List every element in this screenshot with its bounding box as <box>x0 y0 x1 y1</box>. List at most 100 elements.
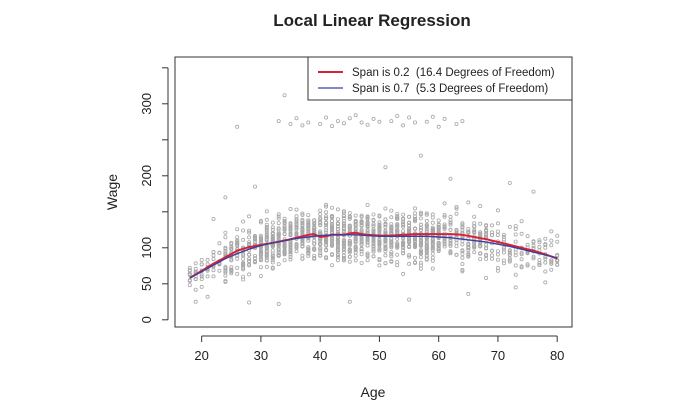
scatter-point <box>347 214 352 219</box>
scatter-point <box>335 249 340 254</box>
scatter-point <box>247 228 252 233</box>
scatter-point <box>335 207 340 212</box>
scatter-point <box>377 248 382 253</box>
scatter-point <box>282 249 287 254</box>
scatter-point <box>424 119 429 124</box>
scatter-point <box>264 264 269 269</box>
scatter-point <box>436 218 441 223</box>
scatter-point <box>264 217 269 222</box>
scatter-point <box>549 258 554 263</box>
scatter-point <box>270 227 275 232</box>
scatter-point <box>395 216 400 221</box>
scatter-point <box>229 268 234 273</box>
scatter-point <box>282 248 287 253</box>
scatter-point <box>537 257 542 262</box>
scatter-point <box>389 259 394 264</box>
scatter-point <box>430 114 435 119</box>
scatter-point <box>282 244 287 249</box>
scatter-point <box>300 220 305 225</box>
scatter-point <box>418 255 423 260</box>
scatter-point <box>371 229 376 234</box>
scatter-point <box>329 229 334 234</box>
scatter-point <box>418 239 423 244</box>
scatter-point <box>513 239 518 244</box>
scatter-point <box>282 219 287 224</box>
scatter-point <box>401 224 406 229</box>
scatter-point <box>537 261 542 266</box>
scatter-point <box>418 222 423 227</box>
scatter-point <box>223 195 228 200</box>
scatter-point <box>412 255 417 260</box>
scatter-point <box>460 227 465 232</box>
scatter-point <box>217 262 222 267</box>
y-tick-label: 50 <box>139 277 154 291</box>
scatter-point <box>395 236 400 241</box>
x-tick-label: 20 <box>194 348 208 363</box>
scatter-point <box>329 205 334 210</box>
scatter-point <box>377 225 382 230</box>
scatter-point <box>412 206 417 211</box>
scatter-point <box>436 243 441 248</box>
scatter-point <box>329 124 334 129</box>
scatter-point <box>270 225 275 230</box>
scatter-point <box>306 213 311 218</box>
scatter-point <box>288 241 293 246</box>
scatter-point <box>270 255 275 260</box>
scatter-point <box>312 225 317 230</box>
scatter-point <box>353 227 358 232</box>
scatter-point <box>389 119 394 124</box>
scatter-point <box>294 227 299 232</box>
scatter-point <box>371 254 376 259</box>
scatter-point <box>247 252 252 257</box>
scatter-point <box>306 245 311 250</box>
scatter-point <box>335 244 340 249</box>
scatter-point <box>247 272 252 277</box>
scatter-point <box>252 259 257 264</box>
scatter-point <box>306 250 311 255</box>
scatter-point <box>412 226 417 231</box>
scatter-point <box>513 285 518 290</box>
scatter-point <box>460 269 465 274</box>
scatter-point <box>430 251 435 256</box>
scatter-point <box>365 214 370 219</box>
scatter-point <box>495 221 500 226</box>
scatter-point <box>324 204 329 209</box>
scatter-point <box>318 219 323 224</box>
scatter-point <box>300 212 305 217</box>
scatter-point <box>448 214 453 219</box>
scatter-point <box>412 120 417 125</box>
scatter-point <box>401 219 406 224</box>
scatter-point <box>495 268 500 273</box>
scatter-point <box>235 265 240 270</box>
scatter-point <box>424 227 429 232</box>
scatter-point <box>418 266 423 271</box>
scatter-point <box>288 221 293 226</box>
scatter-point <box>341 258 346 263</box>
scatter-point <box>401 241 406 246</box>
scatter-point <box>436 248 441 253</box>
scatter-point <box>442 214 447 219</box>
scatter-point <box>424 212 429 217</box>
scatter-point <box>371 217 376 222</box>
scatter-point <box>282 227 287 232</box>
scatter-point <box>312 218 317 223</box>
scatter-point <box>300 222 305 227</box>
scatter-point <box>276 253 281 258</box>
scatter-point <box>466 200 471 205</box>
scatter-point <box>365 251 370 256</box>
scatter-point <box>241 228 246 233</box>
scatter-point <box>229 258 234 263</box>
scatter-point <box>430 239 435 244</box>
scatter-point <box>525 263 530 268</box>
scatter-point <box>407 220 412 225</box>
scatter-point <box>507 224 512 229</box>
scatter-point <box>407 115 412 120</box>
scatter-point <box>495 249 500 254</box>
scatter-point <box>312 241 317 246</box>
scatter-point <box>241 256 246 261</box>
scatter-point <box>270 251 275 256</box>
scatter-point <box>395 227 400 232</box>
scatter-point <box>519 252 524 257</box>
scatter-point <box>407 240 412 245</box>
